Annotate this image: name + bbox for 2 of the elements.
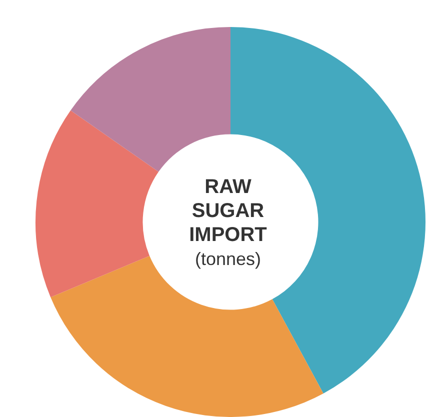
text: (tonnes): [194, 248, 262, 271]
text: RAW SUGAR IMPORT: [188, 175, 268, 247]
